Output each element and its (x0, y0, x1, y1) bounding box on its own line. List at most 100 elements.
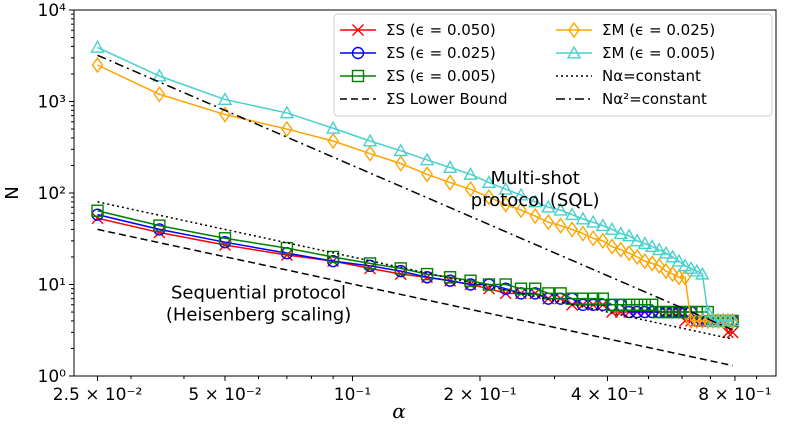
data-point (528, 282, 542, 295)
data-point (279, 105, 295, 119)
y-tick-label: 10² (38, 184, 66, 204)
annotation-text: (Heisenberg scaling) (166, 305, 351, 326)
data-point (646, 255, 659, 272)
series-5 (90, 39, 740, 327)
data-point (566, 221, 578, 238)
x-axis-label: α (392, 399, 406, 423)
data-point (514, 282, 528, 295)
data-point (652, 242, 667, 256)
data-point (585, 214, 601, 228)
data-point (614, 298, 627, 311)
data-point (577, 225, 589, 242)
data-point (690, 312, 703, 330)
annotation-text: Sequential protocol (171, 283, 346, 304)
data-point (677, 258, 693, 272)
data-point (575, 211, 591, 225)
data-point (217, 92, 233, 106)
data-point (658, 245, 674, 259)
data-point (666, 305, 679, 319)
data-point (499, 196, 512, 213)
data-point (483, 188, 495, 206)
data-point (482, 278, 496, 291)
data-point (513, 187, 529, 201)
legend-item: ΣS (ϵ = 0.050) (340, 21, 496, 39)
data-point (637, 236, 652, 250)
legend-label: ΣS (ϵ = 0.050) (386, 21, 496, 39)
data-point (327, 132, 339, 150)
legend-label: ΣS (ϵ = 0.025) (386, 44, 496, 62)
legend-item: ΣS (ϵ = 0.005) (340, 67, 496, 85)
data-point (576, 292, 590, 305)
legend-item: Nα=constant (556, 67, 701, 85)
data-point (695, 266, 710, 280)
data-point (659, 305, 673, 319)
legend-label: ΣM (ϵ = 0.005) (602, 44, 715, 62)
data-point (671, 253, 687, 267)
data-point (364, 145, 376, 162)
legend-label: Nα²=constant (602, 90, 707, 108)
data-point (153, 219, 166, 232)
data-point (554, 217, 567, 234)
data-point (394, 155, 407, 172)
data-point (622, 298, 636, 311)
legend-label: ΣS Lower Bound (386, 90, 507, 108)
data-point (613, 226, 628, 240)
data-point (623, 244, 635, 262)
data-point (622, 305, 636, 319)
y-tick-label: 10⁰ (38, 367, 67, 387)
data-point (515, 201, 527, 219)
data-point (653, 257, 666, 275)
data-point (153, 86, 166, 103)
x-tick-label: 8 × 10⁻¹ (698, 385, 771, 405)
x-tick-label: 4 × 10⁻¹ (571, 385, 644, 405)
data-point (281, 120, 293, 138)
data-point (564, 207, 580, 221)
data-point (645, 305, 659, 319)
legend-marker (351, 69, 365, 83)
series-4 (91, 56, 739, 330)
data-point (420, 267, 434, 281)
data-point (596, 232, 609, 250)
data-point (725, 313, 740, 327)
data-point (586, 292, 600, 305)
data-point (498, 181, 513, 195)
data-point (529, 207, 542, 225)
data-point (527, 194, 543, 208)
data-point (393, 143, 408, 157)
data-point (644, 239, 660, 253)
x-tick-label: 10⁻¹ (334, 385, 371, 405)
x-tick-label: 2.5 × 10⁻² (53, 385, 143, 405)
data-point (218, 232, 232, 245)
legend-marker (566, 45, 582, 59)
data-point (362, 133, 378, 147)
legend-item: ΣS Lower Bound (340, 90, 507, 108)
data-point (630, 298, 644, 311)
data-point (499, 278, 512, 291)
y-tick-label: 10³ (38, 93, 66, 113)
data-point (444, 174, 456, 191)
data-point (326, 250, 340, 264)
series-line-3 (97, 228, 733, 367)
series-line-2 (97, 210, 733, 322)
legend-marker (352, 24, 364, 36)
series-line-4 (97, 64, 733, 322)
data-point (685, 312, 697, 330)
legend-item: ΣS (ϵ = 0.025) (340, 44, 496, 62)
data-point (638, 298, 651, 311)
data-point (604, 221, 620, 235)
data-point (630, 305, 644, 319)
data-point (653, 305, 666, 319)
series-6 (97, 201, 733, 340)
data-point (542, 213, 555, 231)
data-point (363, 257, 377, 270)
data-point (700, 304, 715, 318)
data-point (621, 228, 637, 242)
data-point (91, 204, 104, 217)
legend-marker (568, 21, 580, 39)
data-point (614, 241, 627, 258)
annotation-text: protocol (SQL) (471, 190, 600, 211)
legend-box (333, 13, 773, 117)
data-point (631, 248, 643, 266)
data-point (481, 175, 497, 189)
